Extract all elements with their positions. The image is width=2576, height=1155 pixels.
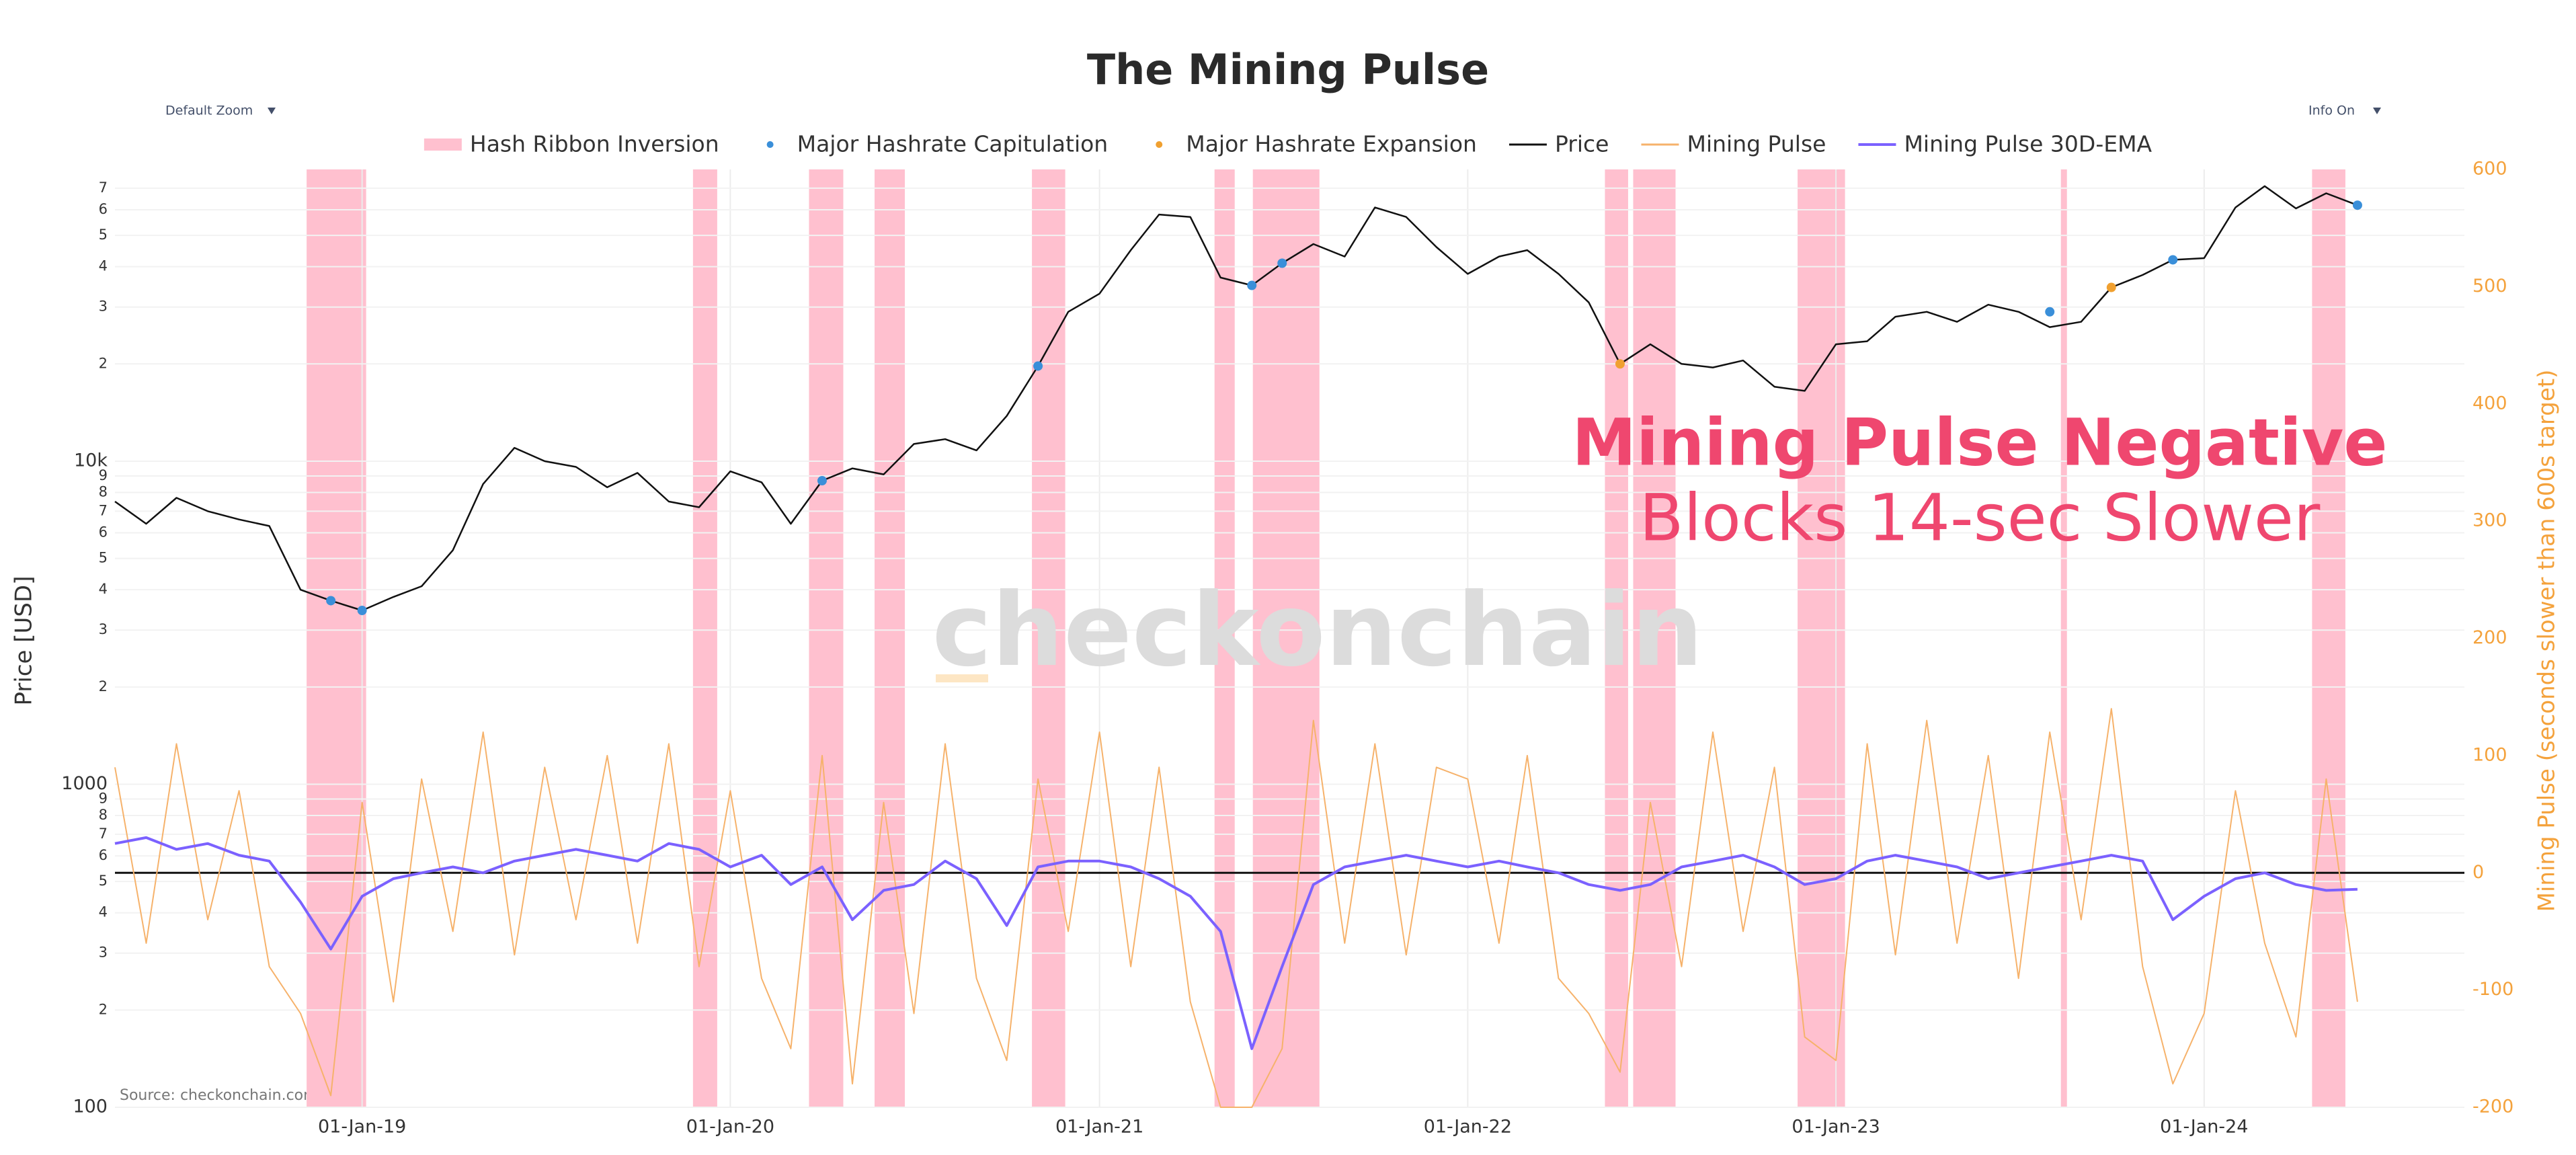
y2-tick-label: 600 <box>2472 159 2507 180</box>
legend-swatch <box>766 141 774 148</box>
legend-item: Price <box>1508 131 1609 157</box>
y-tick-label: 7 <box>99 826 108 842</box>
legend-label: Major Hashrate Expansion <box>1186 131 1477 157</box>
x-tick-label: 01-Jan-21 <box>1055 1117 1143 1138</box>
y-axis-title: Price [USD] <box>11 576 38 706</box>
y-tick-label: 9 <box>99 790 108 806</box>
info-control[interactable]: Info On <box>2308 104 2355 118</box>
hash-ribbon-band <box>1798 169 1845 1107</box>
y-tick-label: 6 <box>99 524 108 541</box>
hash-ribbon-band <box>307 169 366 1107</box>
y2-tick-label: 0 <box>2472 862 2484 883</box>
dropdown-arrow[interactable] <box>2373 108 2381 114</box>
legend-label: Price <box>1555 131 1609 157</box>
y-tick-label: 8 <box>99 807 108 823</box>
legend-label: Major Hashrate Capitulation <box>797 131 1109 157</box>
hash-ribbon-band <box>809 169 844 1107</box>
watermark: checkonchain <box>932 572 1703 689</box>
y-tick-label: 10k <box>74 450 108 471</box>
x-tick-label: 01-Jan-22 <box>1424 1117 1512 1138</box>
hash-ribbon-band <box>874 169 905 1107</box>
x-tick-label: 01-Jan-19 <box>318 1117 406 1138</box>
hash-ribbon-band <box>1252 169 1320 1107</box>
hash-ribbon-band <box>1633 169 1676 1107</box>
zoom-control[interactable]: Default Zoom <box>165 104 253 118</box>
y-tick-label: 7 <box>99 502 108 518</box>
legend-item: Major Hashrate Capitulation <box>766 131 1109 157</box>
capitulation-point <box>2168 255 2178 265</box>
expansion-point <box>1615 359 1625 369</box>
legend-item: Hash Ribbon Inversion <box>424 131 719 157</box>
watermark-bar <box>936 674 988 682</box>
legend-label: Hash Ribbon Inversion <box>470 131 719 157</box>
legend-item: Major Hashrate Expansion <box>1156 131 1477 157</box>
y2-tick-label: 300 <box>2472 510 2507 531</box>
series-line <box>114 708 2358 1108</box>
y-tick-label: 8 <box>99 484 108 500</box>
legend-swatch <box>424 138 462 151</box>
capitulation-point <box>1033 361 1043 371</box>
y-tick-label: 1000 <box>61 773 108 794</box>
y-tick-label: 6 <box>99 201 108 217</box>
y2-tick-label: 500 <box>2472 276 2507 296</box>
series-line <box>114 836 2358 1050</box>
chart-title: The Mining Pulse <box>1087 45 1489 94</box>
x-tick-label: 01-Jan-24 <box>2160 1117 2248 1138</box>
y-tick-label: 4 <box>99 581 108 597</box>
y-tick-label: 6 <box>99 847 108 863</box>
y-tick-label: 2 <box>99 678 108 694</box>
series-line <box>114 185 2358 612</box>
hash-ribbon-band <box>2060 169 2067 1107</box>
capitulation-point <box>1277 258 1287 268</box>
y-tick-label: 2 <box>99 1001 108 1017</box>
hash-ribbon-band <box>2312 169 2345 1107</box>
expansion-point <box>2106 282 2116 292</box>
annotation: Blocks 14-sec Slower <box>1640 480 2321 555</box>
y-tick-label: 2 <box>99 355 108 371</box>
y-tick-label: 7 <box>99 180 108 196</box>
y-tick-label: 9 <box>99 467 108 483</box>
legend: Hash Ribbon Inversion Major Hashrate Capi… <box>424 131 2152 157</box>
annotation: Mining Pulse Negative <box>1572 405 2388 480</box>
y-tick-label: 5 <box>99 873 108 889</box>
y-tick-label: 3 <box>99 945 108 961</box>
legend-label: Mining Pulse 30D-EMA <box>1904 131 2152 157</box>
legend-label: Mining Pulse <box>1687 131 1826 157</box>
legend-item: Mining Pulse 30D-EMA <box>1858 131 2152 157</box>
y2-tick-label: 200 <box>2472 627 2507 648</box>
y2-axis-title: Mining Pulse (seconds slower than 600s t… <box>2534 370 2561 912</box>
hash-ribbon-band <box>692 169 717 1107</box>
y-tick-label: 3 <box>99 298 108 315</box>
capitulation-point <box>326 596 336 606</box>
y-tick-label: 3 <box>99 621 108 637</box>
y2-tick-label: -200 <box>2472 1097 2513 1117</box>
x-tick-label: 01-Jan-23 <box>1792 1117 1880 1138</box>
source: Source: checkonchain.com <box>120 1087 318 1104</box>
x-tick-label: 01-Jan-20 <box>686 1117 774 1138</box>
capitulation-point <box>2045 307 2055 317</box>
y-tick-label: 100 <box>73 1097 108 1117</box>
legend-swatch <box>1156 141 1163 148</box>
legend-item: Mining Pulse <box>1641 131 1826 157</box>
capitulation-point <box>357 606 367 616</box>
y-tick-label: 4 <box>99 904 108 920</box>
dropdown-arrow[interactable] <box>268 108 276 114</box>
y-tick-label: 4 <box>99 258 108 274</box>
capitulation-point <box>1247 280 1257 290</box>
capitulation-point <box>817 476 827 486</box>
y2-tick-label: 100 <box>2472 744 2507 765</box>
y2-tick-label: 400 <box>2472 393 2507 413</box>
y2-tick-label: -100 <box>2472 979 2513 1000</box>
y-tick-label: 5 <box>99 227 108 243</box>
capitulation-point <box>2352 200 2362 210</box>
y-tick-label: 5 <box>99 550 108 566</box>
hash-ribbon-band <box>1605 169 1628 1107</box>
